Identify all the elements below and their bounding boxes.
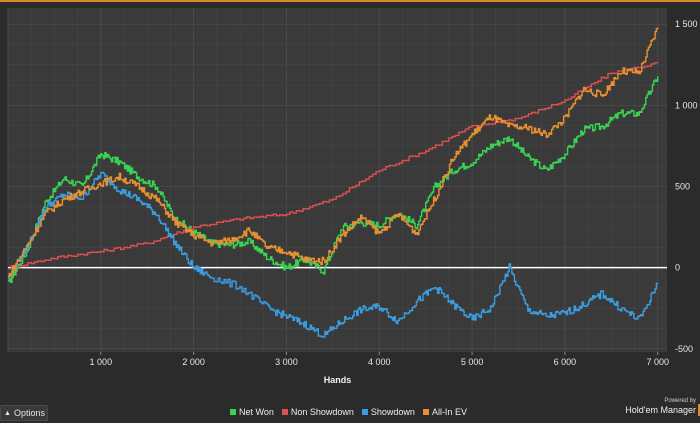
y-tick-label: 1 500 (675, 19, 698, 29)
brand-powered-by: Powered by (664, 398, 696, 404)
y-tick-label: 1 000 (675, 100, 698, 110)
legend-label: Non Showdown (290, 407, 354, 417)
y-tick-label: 500 (675, 181, 690, 191)
brand-name: Hold'em Manager (625, 405, 696, 415)
brand-logo: Powered by Hold'em Manager (625, 398, 700, 416)
legend-item-non-showdown[interactable]: Non Showdown (281, 407, 354, 417)
legend-swatch (361, 409, 368, 415)
graph-chart: 1 000 2 000 3 000 4 000 5 000 6 000 7 000 1 50… (7, 8, 698, 385)
legend-swatch (422, 409, 429, 415)
x-tick-label: 4 000 (368, 357, 391, 367)
series-line-all-in-ev (8, 27, 659, 278)
legend-label: Showdown (370, 407, 415, 417)
legend-swatch (230, 409, 236, 415)
y-tick-label: -500 (675, 344, 693, 354)
x-tick-label: 2 000 (182, 357, 205, 367)
legend-label: Net Won (239, 407, 274, 417)
legend-item-all-in-ev[interactable]: All-In EV (422, 407, 467, 417)
x-axis-ticks: 1 000 2 000 3 000 4 000 5 000 6 000 7 000 (90, 352, 669, 367)
series-line-non-showdown (8, 62, 659, 270)
y-axis-ticks: 1 500 1 000 500 0 -500 (675, 19, 698, 354)
window-top-border (0, 0, 700, 2)
legend: Net Won Non Showdown Showdown All-In EV (230, 407, 467, 417)
x-tick-label: 7 000 (646, 357, 669, 367)
legend-item-showdown[interactable]: Showdown (361, 407, 415, 417)
legend-swatch (281, 409, 288, 415)
series-lines (8, 27, 659, 338)
bottom-bar: ▲ Options Net Won Non Showdown Showdown … (0, 398, 700, 423)
y-tick-label: 0 (675, 263, 680, 273)
options-button-label: Options (13, 408, 45, 418)
caret-up-icon: ▲ (4, 409, 11, 417)
x-tick-label: 5 000 (461, 357, 484, 367)
x-tick-label: 1 000 (90, 357, 113, 367)
x-tick-label: 6 000 (554, 357, 577, 367)
legend-label: All-In EV (431, 407, 467, 417)
x-axis-label: Hands (324, 375, 352, 385)
options-button[interactable]: ▲ Options (0, 405, 48, 421)
legend-item-net-won[interactable]: Net Won (230, 407, 274, 417)
x-tick-label: 3 000 (275, 357, 298, 367)
brand-accent-bar (698, 404, 700, 416)
series-line-showdown (8, 171, 659, 338)
